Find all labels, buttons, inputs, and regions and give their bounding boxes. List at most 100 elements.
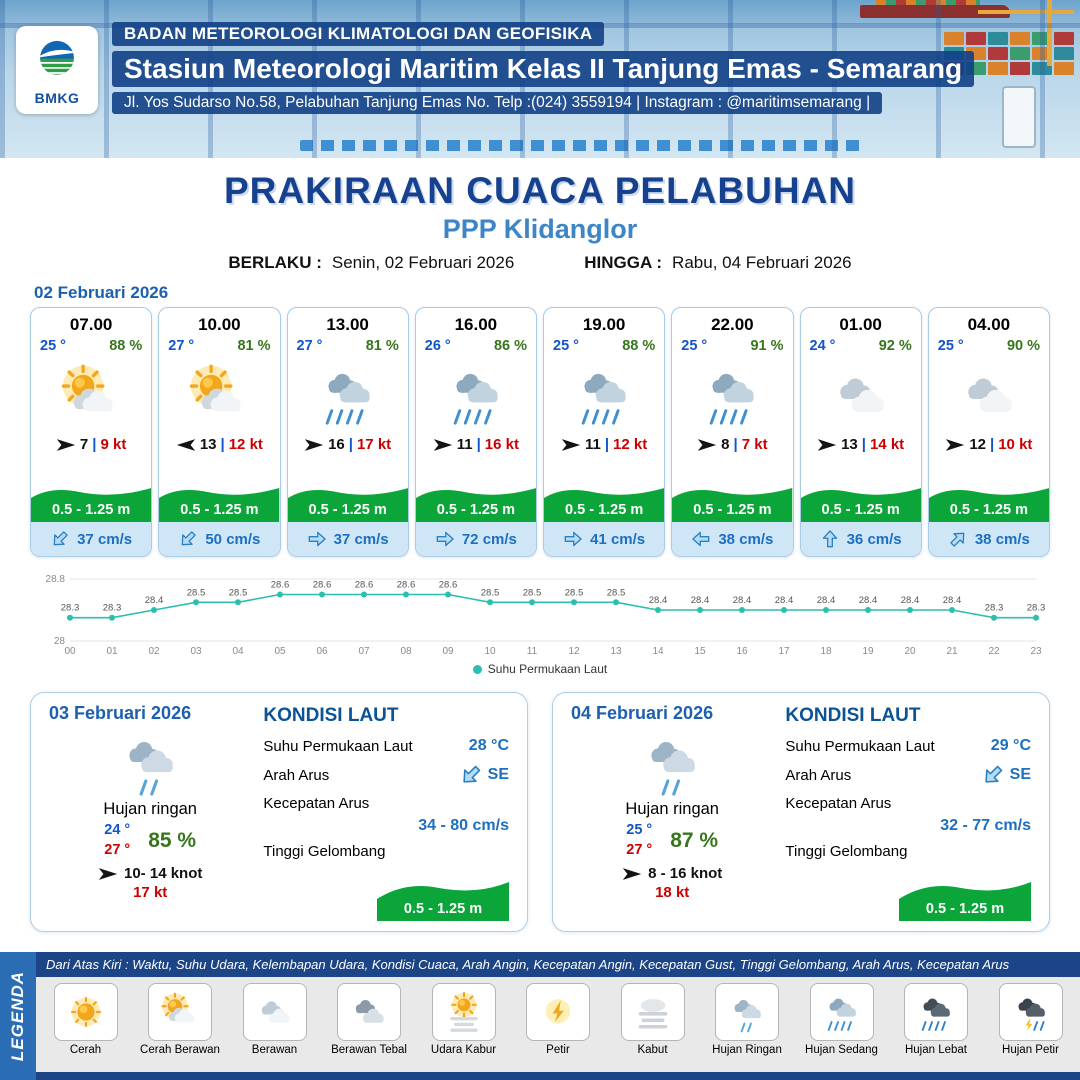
svg-text:18: 18	[820, 646, 832, 657]
svg-text:07: 07	[358, 646, 370, 657]
legend-description: Dari Atas Kiri : Waktu, Suhu Udara, Kele…	[36, 952, 1080, 977]
sst-chart-line: 28.8 28 28.3 00 28.3 01 28.4 02 28.5 03 28.5 04 28.6…	[46, 574, 1046, 657]
temp-min: 24 °	[104, 822, 131, 838]
udara-kabur-icon	[431, 983, 496, 1041]
current-direction-icon	[691, 529, 711, 549]
current-speed-label: Kecepatan Arus	[263, 795, 370, 812]
sea-condition-panel: KONDISI LAUT Suhu Permukaan Laut 28 °C A…	[263, 703, 509, 921]
berawan-icon	[801, 354, 921, 436]
wind-speed: 8	[721, 436, 730, 453]
sst-value: 28 °C	[468, 737, 509, 754]
current-direction-icon	[820, 529, 840, 549]
legend-title: LEGENDA	[8, 970, 27, 1062]
air-temperature: 25 °	[937, 338, 964, 354]
legend-item: Kabut	[608, 983, 698, 1056]
current-direction: SE	[1009, 766, 1031, 783]
wind-gust: 12 kt	[613, 436, 648, 453]
daily-condition: Hujan ringan	[625, 800, 719, 818]
svg-text:28.5: 28.5	[481, 587, 500, 598]
legend-bottom-strip	[36, 1072, 1080, 1080]
legend-item-label: Berawan Tebal	[331, 1044, 407, 1056]
hourly-forecast-card: 22.00 25 ° 91 % 8 | 7 kt 0.5 - 1.25 m 38…	[671, 307, 794, 557]
svg-text:08: 08	[400, 646, 412, 657]
current-direction-icon	[50, 529, 70, 549]
legend-item: Cerah	[41, 983, 131, 1056]
page-subtitle: PPP Klidanglor	[442, 214, 638, 244]
svg-text:28.3: 28.3	[1027, 603, 1046, 614]
page-title: PRAKIRAAN CUACA PELABUHAN	[223, 170, 857, 211]
sea-condition-title: KONDISI LAUT	[785, 705, 921, 726]
wind-separator: |	[92, 436, 97, 453]
svg-text:28.6: 28.6	[355, 580, 374, 591]
wind-separator: |	[861, 436, 866, 453]
current-row: 37 cm/s	[287, 522, 408, 556]
forecast-time: 19.00	[582, 315, 626, 334]
temp-humidity-row: 25 ° 88 %	[31, 335, 151, 354]
wave-shape-icon	[800, 488, 921, 522]
current-speed: 41 cm/s	[590, 530, 646, 548]
current-direction-icon	[948, 529, 968, 549]
legend-item-label: Cerah Berawan	[140, 1044, 220, 1056]
hujan-sedang-icon	[809, 983, 874, 1041]
daily-forecast-card: 03 Februari 2026 Hujan ringan 24 ° 27 ° …	[30, 692, 528, 932]
legend-item-label: Udara Kabur	[430, 1044, 497, 1056]
current-speed: 50 cm/s	[205, 530, 261, 548]
daily-forecast-card: 04 Februari 2026 Hujan ringan 25 ° 27 ° …	[552, 692, 1050, 932]
wave-height: 0.5 - 1.25 m	[949, 502, 1028, 518]
legend-item: Hujan Ringan	[702, 983, 792, 1056]
chart-legend: Suhu Permukaan Laut	[30, 662, 1050, 676]
wave-height: 0.5 - 1.25 m	[180, 502, 259, 518]
wind-row: 8 | 7 kt	[672, 436, 792, 453]
svg-text:28.4: 28.4	[817, 595, 836, 606]
daily-condition: Hujan ringan	[103, 800, 197, 818]
wave-shape-icon	[544, 488, 665, 522]
station-name: Stasiun Meteorologi Maritim Kelas II Tan…	[112, 51, 975, 87]
svg-text:10: 10	[484, 646, 496, 657]
hingga-label: HINGGA :	[584, 253, 663, 272]
wave-shape-icon	[672, 488, 793, 522]
wave-height: 0.5 - 1.25 m	[308, 502, 387, 518]
daily-temps-row: 25 ° 27 ° 87 %	[571, 821, 773, 860]
wave-height: 0.5 - 1.25 m	[52, 502, 131, 518]
temp-max: 27 °	[626, 841, 653, 858]
daily-forecast-row: 03 Februari 2026 Hujan ringan 24 ° 27 ° …	[30, 692, 1050, 932]
legend-item: Cerah Berawan	[135, 983, 225, 1056]
air-temperature: 26 °	[424, 338, 451, 354]
bench-row-illustration	[300, 140, 860, 151]
svg-text:23: 23	[1030, 646, 1042, 657]
wave-shape-icon	[415, 488, 536, 522]
temp-humidity-row: 26 ° 86 %	[416, 335, 536, 354]
hujan-sedang-icon	[672, 354, 792, 436]
svg-text:28.5: 28.5	[607, 587, 626, 598]
wind-row: 13 | 14 kt	[801, 436, 921, 453]
svg-text:28.3: 28.3	[103, 603, 122, 614]
cerah-berawan-icon	[31, 354, 151, 436]
current-row: 38 cm/s	[928, 522, 1049, 556]
wind-gust: 16 kt	[484, 436, 519, 453]
daily-date: 03 Februari 2026	[49, 703, 192, 723]
svg-text:14: 14	[652, 646, 664, 657]
svg-text:28.4: 28.4	[649, 595, 668, 606]
current-direction-icon	[178, 529, 198, 549]
current-direction-icon	[459, 763, 483, 787]
svg-text:28.5: 28.5	[565, 587, 584, 598]
humidity: 88 %	[622, 338, 656, 354]
legend-item-label: Hujan Sedang	[805, 1044, 878, 1056]
wave-shape-icon	[899, 882, 1031, 921]
legend-series-name: Suhu Permukaan Laut	[487, 662, 608, 676]
crane-illustration	[1047, 0, 1052, 66]
current-direction-row: Arah Arus SE	[263, 763, 509, 787]
humidity: 91 %	[750, 338, 784, 354]
hourly-forecast-card: 13.00 27 ° 81 % 16 | 17 kt 0.5 - 1.25 m …	[286, 307, 409, 557]
current-speed-value: 34 - 80 cm/s	[418, 817, 509, 834]
cerah-berawan-icon	[148, 983, 212, 1041]
legend-item-label: Berawan	[251, 1044, 298, 1056]
petir-icon	[526, 983, 590, 1041]
berawan-icon	[242, 983, 307, 1041]
daily-gust: 18 kt	[655, 884, 690, 902]
wind-row: 16 | 17 kt	[288, 436, 408, 453]
current-row: 37 cm/s	[31, 522, 152, 556]
daily-date: 04 Februari 2026	[571, 703, 714, 723]
wind-separator: |	[220, 436, 225, 453]
wind-gust: 17 kt	[356, 436, 392, 453]
